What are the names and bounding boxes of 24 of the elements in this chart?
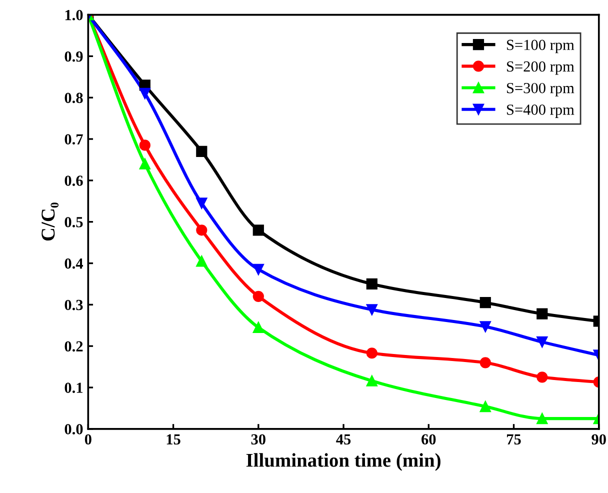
x-tick-label: 0 (84, 434, 92, 445)
y-tick-label: 0.2 (64, 341, 83, 352)
legend-label: S=100 rpm (507, 40, 574, 54)
y-tick-label: 0.7 (64, 134, 83, 145)
y-tick-label: 0.9 (64, 51, 83, 62)
x-tick-label: 45 (336, 434, 351, 445)
x-tick-label: 60 (422, 434, 436, 445)
y-tick-label: 0.4 (64, 258, 84, 269)
y-tick-label: 0.6 (64, 176, 83, 186)
y-tick-label: 0.3 (64, 300, 83, 310)
y-tick-label: 0.1 (64, 382, 83, 394)
x-tick-label: 15 (166, 434, 180, 445)
x-tick-label: 90 (592, 434, 606, 445)
y-tick-label: 0.0 (64, 424, 83, 434)
x-tick-label: 75 (506, 434, 521, 445)
y-tick-label: 0.8 (64, 92, 83, 104)
legend-label: S=400 rpm (507, 104, 574, 118)
x-axis-title: Illumination time (min) (246, 453, 440, 471)
y-tick-label: 1.0 (65, 10, 83, 20)
legend-label: S=300 rpm (507, 82, 574, 96)
x-tick-label: 30 (251, 434, 266, 445)
y-axis-title: C/C₀ (42, 202, 59, 241)
y-tick-label: 0.5 (64, 216, 83, 228)
legend-label: S=200 rpm (507, 61, 574, 75)
